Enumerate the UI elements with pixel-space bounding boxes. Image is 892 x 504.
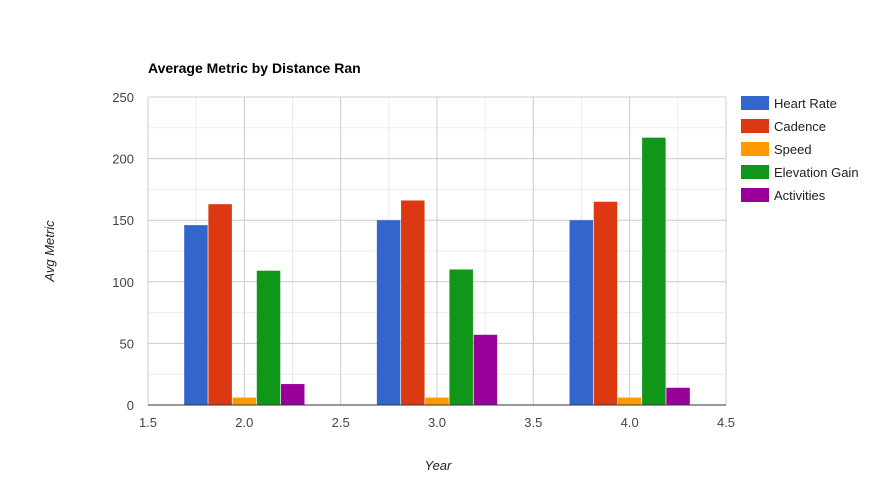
x-tick-label: 3.0 <box>428 415 446 430</box>
bar-cadence[interactable] <box>401 200 425 405</box>
bar-activities[interactable] <box>473 334 498 405</box>
bar-cadence[interactable] <box>593 201 618 405</box>
x-tick-label: 4.5 <box>717 415 735 430</box>
x-tick-label: 4.0 <box>621 415 639 430</box>
bars <box>184 137 690 405</box>
y-tick-label: 0 <box>127 398 134 413</box>
bar-speed[interactable] <box>232 397 257 405</box>
legend-swatch <box>741 142 769 156</box>
bar-heart-rate[interactable] <box>376 220 401 405</box>
x-tick-label: 2.5 <box>332 415 350 430</box>
bar-heart-rate[interactable] <box>184 225 208 405</box>
bar-cadence[interactable] <box>208 204 232 405</box>
bar-elevation-gain[interactable] <box>449 269 473 405</box>
legend: Heart Rate Cadence Speed Elevation Gain Acti… <box>741 96 859 203</box>
chart-title: Average Metric by Distance Ran <box>148 60 361 76</box>
bar-heart-rate[interactable] <box>569 220 594 405</box>
y-tick-label: 250 <box>112 90 134 105</box>
y-tick-label: 200 <box>112 152 134 167</box>
legend-swatch <box>741 188 769 202</box>
legend-swatch <box>741 96 769 110</box>
legend-label: Speed <box>774 142 812 157</box>
x-tick-label: 2.0 <box>235 415 253 430</box>
y-tick-label: 100 <box>112 275 134 290</box>
bar-speed[interactable] <box>617 397 642 405</box>
bar-activities[interactable] <box>666 387 690 405</box>
legend-label: Activities <box>774 188 826 203</box>
legend-label: Elevation Gain <box>774 165 859 180</box>
y-tick-labels: 0 50 100 150 200 250 <box>112 90 134 413</box>
y-tick-label: 50 <box>120 336 134 351</box>
bar-elevation-gain[interactable] <box>256 270 281 405</box>
legend-label: Cadence <box>774 119 826 134</box>
x-tick-label: 3.5 <box>524 415 542 430</box>
legend-swatch <box>741 165 769 179</box>
bar-activities[interactable] <box>280 384 305 405</box>
legend-label: Heart Rate <box>774 96 837 111</box>
major-grid <box>147 96 727 405</box>
y-axis-label: Avg Metric <box>42 220 57 283</box>
x-tick-labels: 1.5 2.0 2.5 3.0 3.5 4.0 4.5 <box>139 415 735 430</box>
x-axis-label: Year <box>425 458 452 473</box>
legend-swatch <box>741 119 769 133</box>
bar-speed[interactable] <box>425 397 449 405</box>
y-tick-label: 150 <box>112 213 134 228</box>
bar-elevation-gain[interactable] <box>642 137 666 405</box>
x-tick-label: 1.5 <box>139 415 157 430</box>
